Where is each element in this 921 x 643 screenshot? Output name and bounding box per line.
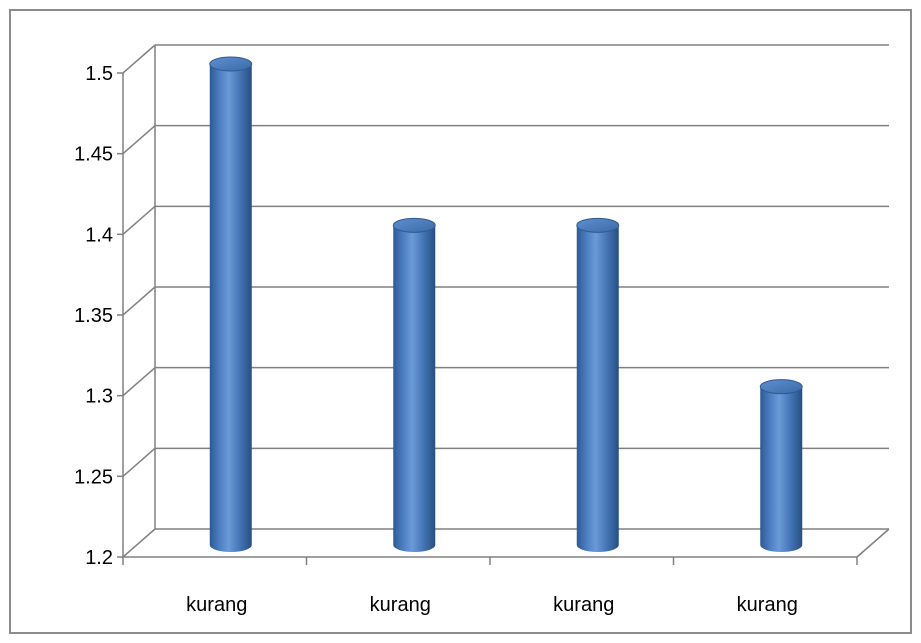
gridline-depth xyxy=(122,286,156,316)
gridline-depth xyxy=(122,367,156,397)
y-tick-label: 1.5 xyxy=(85,63,113,85)
x-tick-label: kurang xyxy=(370,594,431,616)
gridline-depth xyxy=(122,528,156,558)
bar xyxy=(759,379,803,552)
y-tick-labels: 1.2 1.25 1.3 1.35 1.4 1.45 1.5 xyxy=(74,63,113,569)
gridline-depth xyxy=(122,447,156,477)
bar-body xyxy=(760,386,803,552)
y-tick-label: 1.3 xyxy=(85,386,113,408)
y-tick-label: 1.25 xyxy=(74,466,113,488)
bar-body xyxy=(209,64,252,552)
y-tick-label: 1.2 xyxy=(85,547,113,569)
bar xyxy=(392,217,436,553)
x-tick-label: kurang xyxy=(186,594,247,616)
bar-cap xyxy=(576,217,620,233)
bar xyxy=(576,217,620,553)
floor-depth-edge xyxy=(856,528,890,558)
y-tick-label: 1.45 xyxy=(74,144,113,166)
bar-cap xyxy=(209,56,253,72)
bar-body xyxy=(576,225,619,553)
gridline-depth xyxy=(122,205,156,235)
x-tick-label: kurang xyxy=(553,594,614,616)
bar-cap xyxy=(392,217,436,233)
x-tick-label: kurang xyxy=(737,594,798,616)
bars xyxy=(209,56,803,553)
y-tick-label: 1.4 xyxy=(85,224,113,246)
bar-cap xyxy=(759,379,803,395)
bar xyxy=(209,56,253,552)
gridline-depth xyxy=(122,125,156,155)
y-tick-label: 1.35 xyxy=(74,305,113,327)
gridline-depth xyxy=(122,44,156,74)
x-tick-labels: kurang kurang kurang kurang xyxy=(186,594,798,616)
bar-body xyxy=(393,225,436,553)
axes xyxy=(117,72,890,565)
